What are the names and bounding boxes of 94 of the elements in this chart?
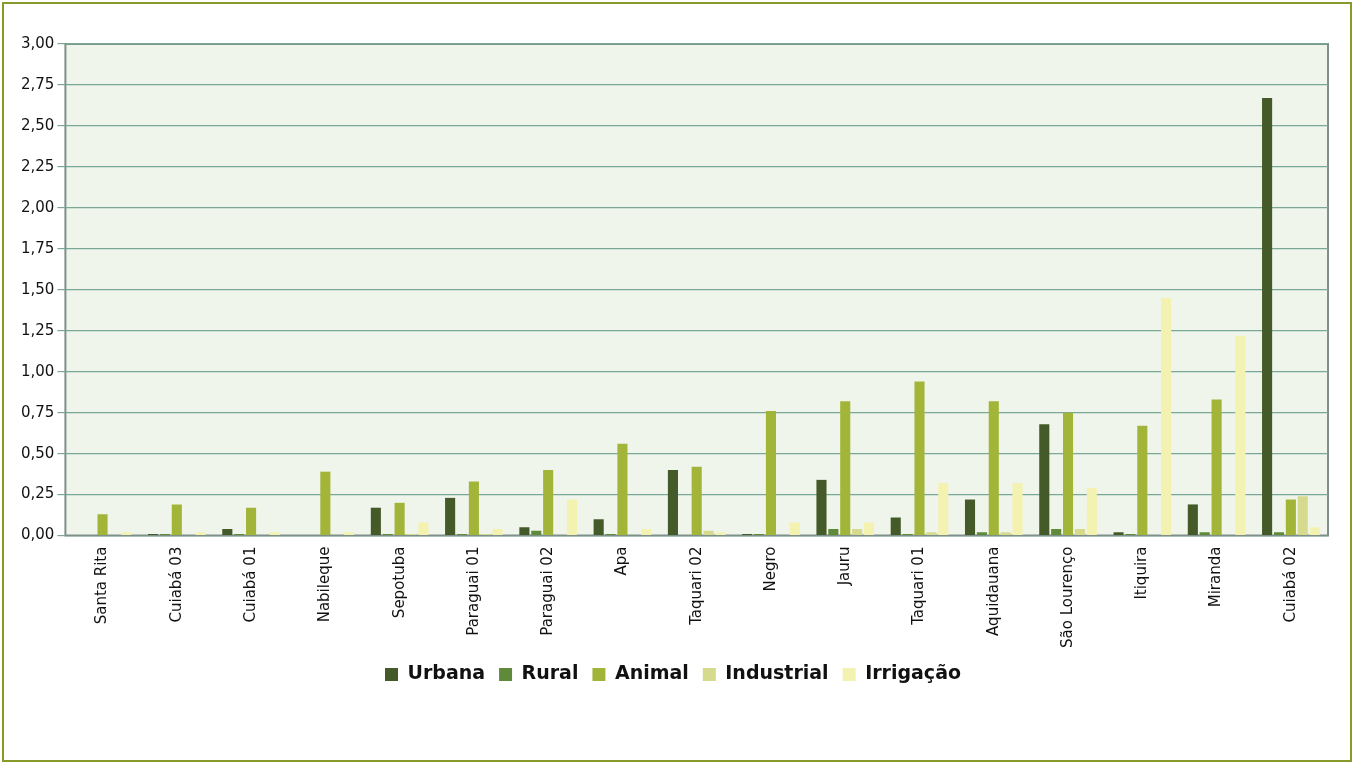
bar bbox=[1113, 532, 1124, 535]
y-tick-label: 0,00 bbox=[20, 525, 55, 544]
bar bbox=[195, 532, 206, 535]
legend-label: Irrigação bbox=[865, 661, 962, 684]
bar bbox=[715, 532, 726, 535]
bar bbox=[344, 532, 355, 535]
bar bbox=[816, 479, 827, 535]
bar bbox=[1211, 399, 1222, 535]
bar bbox=[593, 519, 604, 535]
y-tick-label: 1,50 bbox=[20, 279, 55, 298]
bar bbox=[1161, 297, 1172, 535]
bar bbox=[1285, 499, 1296, 535]
bar bbox=[1309, 527, 1320, 535]
bar bbox=[1063, 412, 1074, 535]
bar bbox=[703, 530, 714, 535]
bar bbox=[617, 443, 628, 535]
bar bbox=[1074, 529, 1085, 535]
bar bbox=[531, 530, 542, 535]
bar bbox=[988, 401, 999, 535]
bar bbox=[1297, 496, 1308, 535]
bar bbox=[914, 381, 925, 535]
y-tick-label: 1,00 bbox=[20, 361, 55, 380]
bar bbox=[418, 522, 429, 535]
bar bbox=[1262, 98, 1273, 535]
y-tick-label: 2,75 bbox=[20, 74, 55, 93]
x-tick-label: Miranda bbox=[1206, 546, 1225, 608]
x-tick-label: São Lourenço bbox=[1057, 546, 1076, 648]
bar bbox=[667, 470, 678, 535]
bar bbox=[1273, 532, 1285, 535]
bar bbox=[765, 411, 777, 535]
bar bbox=[97, 514, 108, 535]
x-tick-label: Itiquira bbox=[1132, 546, 1151, 600]
bar bbox=[394, 502, 405, 535]
bar bbox=[171, 504, 182, 535]
bar bbox=[828, 529, 839, 535]
bar bbox=[121, 532, 132, 535]
legend-label: Animal bbox=[614, 661, 689, 684]
y-tick-label: 2,50 bbox=[20, 115, 55, 134]
bar bbox=[1039, 424, 1050, 535]
bar bbox=[1235, 335, 1246, 535]
bar bbox=[1086, 488, 1097, 535]
bar bbox=[246, 507, 257, 535]
bar bbox=[566, 499, 577, 535]
bar bbox=[269, 532, 280, 535]
bar bbox=[691, 466, 702, 535]
x-tick-label: Cuiabá 01 bbox=[240, 546, 259, 623]
x-tick-label: Taquari 02 bbox=[686, 546, 705, 626]
y-tick-label: 0,75 bbox=[20, 402, 55, 421]
x-tick-label: Paraguai 02 bbox=[538, 546, 557, 636]
x-tick-label: Taquari 01 bbox=[909, 546, 928, 626]
x-tick-label: Jauru bbox=[835, 546, 854, 587]
x-tick-label: Cuiabá 03 bbox=[166, 546, 185, 623]
x-tick-label: Paraguai 01 bbox=[463, 546, 482, 636]
bar bbox=[976, 532, 987, 535]
x-tick-label: Santa Rita bbox=[92, 546, 111, 625]
x-tick-label: Negro bbox=[760, 546, 779, 592]
y-tick-label: 3,00 bbox=[20, 33, 55, 52]
bar bbox=[543, 470, 554, 535]
y-tick-label: 0,25 bbox=[20, 484, 55, 503]
x-tick-label: Aquidauana bbox=[983, 546, 1002, 636]
bar bbox=[789, 522, 800, 535]
x-tick-label: Cuiabá 02 bbox=[1280, 546, 1299, 623]
bar bbox=[964, 499, 976, 535]
x-tick-label: Apa bbox=[612, 546, 631, 576]
bar bbox=[1051, 529, 1062, 535]
legend-label: Urbana bbox=[407, 661, 486, 684]
y-tick-label: 1,75 bbox=[20, 238, 55, 257]
x-tick-label: Nabileque bbox=[315, 546, 334, 623]
bar bbox=[370, 507, 381, 535]
y-tick-label: 1,25 bbox=[20, 320, 55, 339]
bar bbox=[519, 527, 530, 535]
bar bbox=[492, 529, 503, 535]
bar bbox=[863, 522, 875, 535]
bar bbox=[445, 497, 456, 535]
bar bbox=[1187, 504, 1198, 535]
bar bbox=[1012, 483, 1023, 535]
y-tick-label: 2,00 bbox=[20, 197, 55, 216]
bar bbox=[1199, 532, 1210, 535]
bar bbox=[1000, 532, 1011, 535]
bar bbox=[222, 529, 233, 535]
x-tick-label: Sepotuba bbox=[389, 546, 408, 619]
bar bbox=[468, 481, 479, 535]
bar bbox=[641, 529, 652, 535]
legend-label: Rural bbox=[521, 661, 579, 684]
bar bbox=[840, 401, 851, 535]
bar bbox=[852, 529, 863, 535]
legend-label: Industrial bbox=[725, 661, 829, 684]
bar bbox=[890, 517, 901, 535]
y-tick-label: 2,25 bbox=[20, 156, 55, 175]
y-tick-label: 0,50 bbox=[20, 443, 55, 462]
bar bbox=[926, 532, 937, 535]
bar bbox=[1137, 425, 1148, 535]
bar bbox=[938, 483, 949, 535]
bar bbox=[320, 471, 331, 535]
